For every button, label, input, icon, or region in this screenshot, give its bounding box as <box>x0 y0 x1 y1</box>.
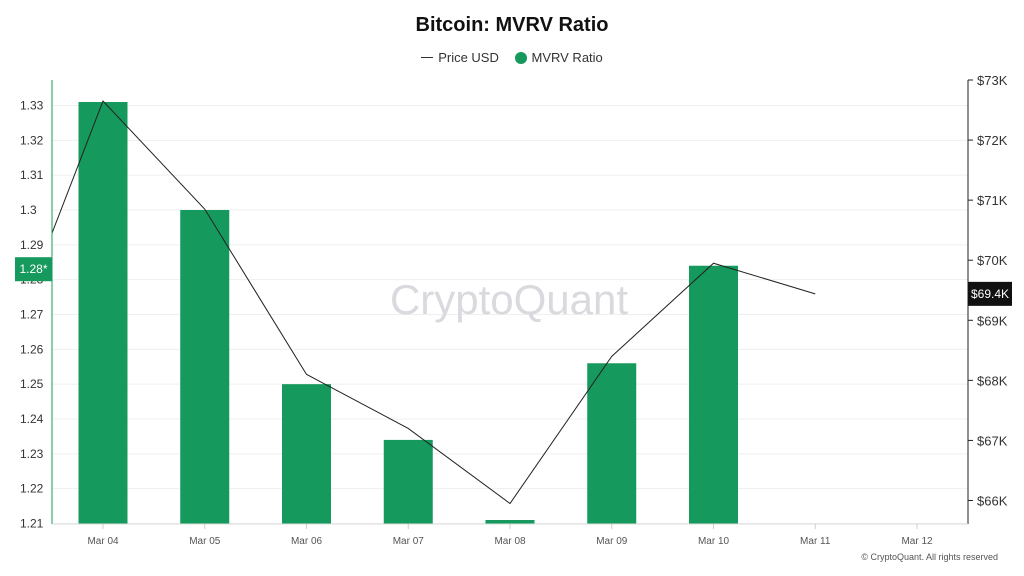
price-line[interactable] <box>51 100 816 505</box>
legend-label-price: Price USD <box>438 50 499 66</box>
left-tick-label: 1.27 <box>20 308 44 322</box>
legend-label-mvrv: MVRV Ratio <box>531 50 603 66</box>
left-tick-label: 1.23 <box>20 447 44 461</box>
x-tick-label: Mar 12 <box>901 536 933 547</box>
legend-line-icon <box>421 57 434 59</box>
x-tick-label: Mar 10 <box>698 536 730 547</box>
x-tick-label: Mar 05 <box>189 536 221 547</box>
right-axis-marker-label: $69.4K <box>971 287 1009 301</box>
x-tick-label: Mar 08 <box>494 536 526 547</box>
legend-item-price[interactable]: Price USD <box>421 50 499 65</box>
x-tick-label: Mar 07 <box>393 536 425 547</box>
right-tick-label: $67K <box>977 433 1008 448</box>
x-tick-label: Mar 09 <box>596 536 628 547</box>
left-tick-label: 1.22 <box>20 482 44 496</box>
axis-markers: 1.28* $69.4K <box>15 257 1012 306</box>
left-tick-label: 1.3 <box>20 203 37 217</box>
left-tick-label: 1.32 <box>20 133 44 147</box>
bar-series <box>78 102 738 525</box>
left-axis-marker-label: 1.28* <box>19 262 47 276</box>
left-tick-label: 1.26 <box>20 342 44 356</box>
left-tick-label: 1.31 <box>20 168 44 182</box>
left-tick-label: 1.21 <box>20 517 44 531</box>
right-tick-label: $72K <box>977 133 1008 148</box>
x-tick-label: Mar 04 <box>87 536 119 547</box>
copyright-text: © CryptoQuant. All rights reserved <box>861 552 998 562</box>
bar-mvrv-mar-06[interactable] <box>282 384 331 524</box>
left-tick-label: 1.24 <box>20 412 44 426</box>
right-tick-label: $73K <box>977 73 1008 88</box>
left-tick-label: 1.25 <box>20 377 44 391</box>
bar-mvrv-mar-04[interactable] <box>78 102 128 525</box>
right-tick-label: $69K <box>977 313 1008 328</box>
bar-mvrv-mar-09[interactable] <box>587 363 637 524</box>
bar-mvrv-mar-10[interactable] <box>689 265 738 524</box>
chart-title: Bitcoin: MVRV Ratio <box>415 14 609 36</box>
price-line-series <box>51 100 816 505</box>
left-axis-marker <box>15 257 52 282</box>
right-tick-label: $71K <box>977 193 1008 208</box>
left-tick-label: 1.29 <box>20 238 44 252</box>
bar-mvrv-mar-05[interactable] <box>180 210 230 524</box>
right-tick-label: $68K <box>977 373 1008 388</box>
watermark: CryptoQuant <box>390 276 628 323</box>
right-tick-label: $70K <box>977 253 1008 268</box>
chart-legend: Price USD MVRV Ratio <box>0 49 1024 65</box>
right-axis-marker <box>968 281 1012 306</box>
legend-dot-icon <box>514 51 527 64</box>
bar-mvrv-mar-08[interactable] <box>485 520 535 524</box>
bar-mvrv-mar-07[interactable] <box>383 439 433 524</box>
x-tick-label: Mar 06 <box>291 536 323 547</box>
legend-item-mvrv[interactable]: MVRV Ratio <box>514 50 603 66</box>
x-tick-label: Mar 11 <box>800 536 831 547</box>
right-tick-label: $66K <box>977 494 1008 509</box>
left-tick-label: 1.33 <box>20 99 44 113</box>
